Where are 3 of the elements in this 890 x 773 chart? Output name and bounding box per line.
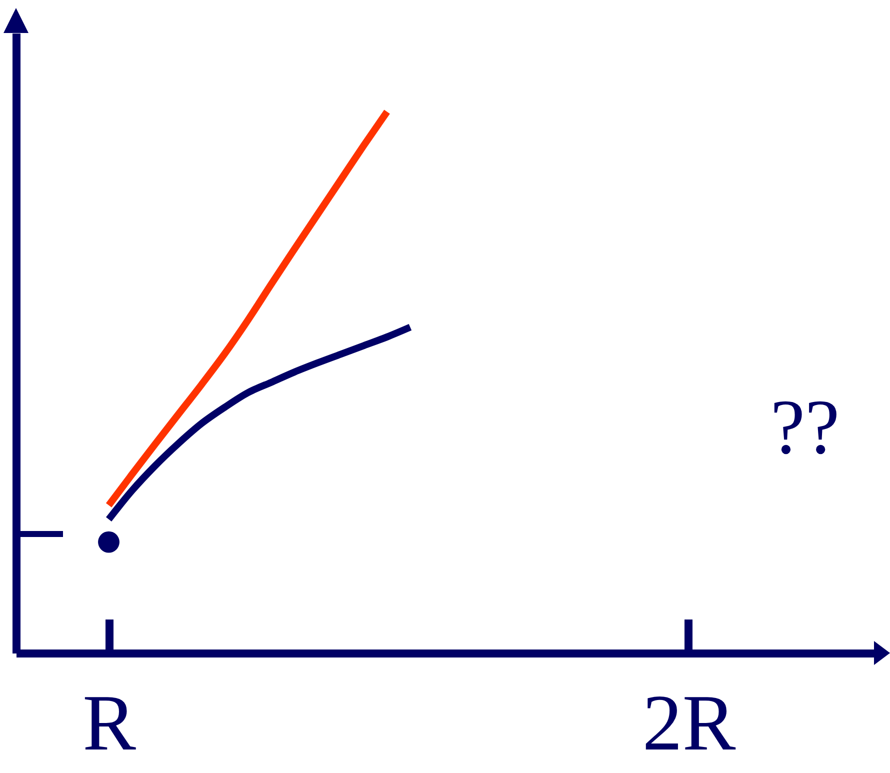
annotation: ?? [770, 383, 840, 470]
x-tick-label: R [82, 680, 137, 768]
x-tick-label: 2R [642, 680, 736, 768]
